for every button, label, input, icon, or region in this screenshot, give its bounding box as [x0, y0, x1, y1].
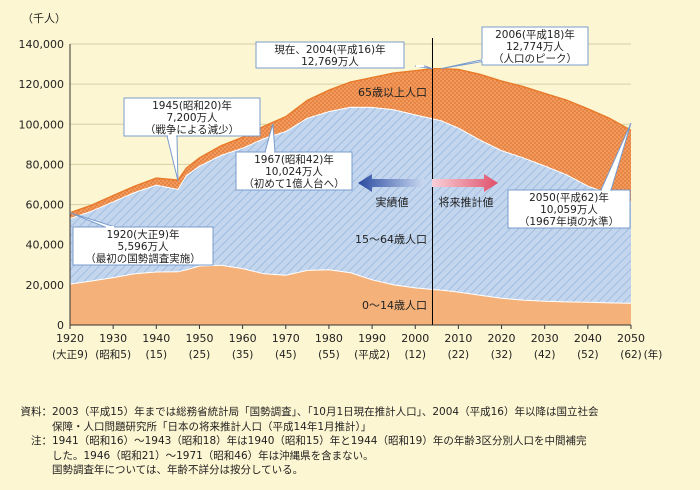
x-tick-sublabel: (22) [448, 349, 470, 361]
x-tick-sublabel: (昭和5) [95, 349, 131, 361]
x-tick-label: 2050 [617, 332, 645, 345]
y-tick-label: 80,000 [26, 158, 65, 171]
x-tick-label: 1990 [358, 332, 386, 345]
x-tick-sublabel: (32) [491, 349, 513, 361]
callout-text-line: （戦争による減少） [145, 123, 239, 136]
y-tick-label: 40,000 [26, 239, 65, 252]
footnote-text: 1941（昭和16）〜1943（昭和18）年は1940（昭和15）年と1944（… [52, 435, 587, 476]
y-tick-label: 120,000 [19, 78, 65, 91]
callout-text-line: 1945(昭和20)年 [152, 99, 232, 112]
series-label-15-64: 15〜64歳人口 [355, 233, 427, 246]
series-label-0-14: 0〜14歳人口 [362, 299, 427, 312]
x-unit-label: (年) [644, 348, 663, 361]
population-area-chart: 0 20,000 40,000 60,000 80,000 100,000 120,000 1… [19, 12, 663, 361]
x-tick-label: 1960 [229, 332, 257, 345]
x-tick-label: 1930 [99, 332, 127, 345]
y-tick-label: 140,000 [19, 38, 65, 51]
chart-notes: 資料： 2003（平成15）年までは総務省統計局「国勢調査」、「10月1日現在推… [10, 405, 694, 478]
x-tick-sublabel: (15) [146, 349, 168, 361]
annotation-callout: 1967(昭和42)年10,024万人（初めて1億人台へ） [235, 123, 353, 191]
x-tick-label: 2040 [574, 332, 602, 345]
callout-text-line: （人口のピーク） [493, 53, 577, 65]
x-tick-sublabel: (25) [189, 349, 211, 361]
actual-label: 実績値 [376, 195, 409, 209]
x-tick-label: 2030 [531, 332, 559, 345]
x-tick-sublabel: (42) [534, 349, 556, 361]
callout-text-line: 1920(大正9)年 [106, 228, 179, 241]
series-boundary-line [69, 68, 632, 214]
projection-label: 将来推計値 [439, 195, 494, 209]
x-tick-sublabel: (平成2) [354, 349, 390, 361]
projection-arrow [432, 174, 498, 192]
x-tick-label: 2000 [401, 332, 429, 345]
callout-text-line: 2050(平成62)年 [529, 191, 609, 204]
callout-text-line: 10,024万人 [265, 166, 323, 178]
area-age-65-plus [70, 68, 631, 219]
x-tick-label: 2020 [488, 332, 516, 345]
annotation-callout: 2050(平成62)年10,059万人（1967年頃の水準） [507, 122, 632, 229]
callout-box [507, 189, 631, 229]
annotation-callout: 現在、2004(平成16)年12,769万人 [255, 41, 433, 70]
y-unit-label: （千人） [22, 12, 66, 25]
x-tick-label: 1950 [185, 332, 213, 345]
callout-text-line: （初めて1億人台へ） [243, 177, 344, 190]
callout-box [72, 226, 214, 266]
x-tick-label: 1920 [56, 332, 84, 345]
series-label-65-plus: 65歳以上人口 [358, 86, 427, 99]
annotation-callout: 1945(昭和20)年7,200万人（戦争による減少） [123, 97, 261, 181]
annotation-callout: 2006(平成18)年12,774万人（人口のピーク） [441, 26, 589, 70]
footnote: 注： 1941（昭和16）〜1943（昭和18）年は1940（昭和15）年と19… [10, 434, 694, 478]
callout-text-line: 10,059万人 [540, 204, 598, 216]
x-tick-label: 2010 [444, 332, 472, 345]
callout-text-line: 現在、2004(平成16)年 [274, 43, 385, 56]
y-tick-label: 0 [57, 319, 64, 332]
callout-box [255, 41, 405, 69]
y-tick-label: 100,000 [19, 118, 65, 131]
callout-box [235, 151, 353, 191]
source-text: 2003（平成15）年までは総務省統計局「国勢調査」、「10月1日現在推計人口」… [52, 406, 599, 433]
x-tick-sublabel: (52) [577, 349, 599, 361]
y-tick-label: 20,000 [26, 279, 65, 292]
x-tick-sublabel: (55) [318, 349, 340, 361]
callout-text-line: （最初の国勢調査実施） [85, 252, 201, 265]
source-note: 資料： 2003（平成15）年までは総務省統計局「国勢調査」、「10月1日現在推… [10, 405, 694, 434]
area-age-0-14 [70, 265, 631, 325]
callout-text-line: 12,774万人 [506, 41, 564, 53]
x-tick-sublabel: (45) [275, 349, 297, 361]
x-tick-label: 1970 [272, 332, 300, 345]
callout-text-line: 1967(昭和42)年 [254, 153, 334, 166]
x-tick-label: 1940 [142, 332, 170, 345]
x-tick-sublabel: (12) [404, 349, 426, 361]
source-label: 資料： [20, 406, 53, 418]
callout-text-line: （1967年頃の水準） [519, 215, 619, 228]
callout-box [481, 26, 589, 66]
y-tick-label: 60,000 [26, 199, 65, 212]
footnote-label: 注： [31, 435, 52, 447]
callout-text-line: 2006(平成18)年 [495, 28, 575, 41]
callout-text-line: 7,200万人 [166, 112, 218, 124]
x-tick-sublabel: (大正9) [52, 348, 88, 361]
x-tick-sublabel: (62) [620, 349, 642, 361]
series-boundary-line [69, 264, 632, 304]
x-tick-label: 1980 [315, 332, 343, 345]
actual-arrow [358, 174, 424, 192]
callout-text-line: 5,596万人 [117, 241, 169, 253]
callout-text-line: 12,769万人 [301, 56, 359, 68]
annotation-callout: 1920(大正9)年5,596万人（最初の国勢調査実施） [69, 212, 214, 266]
series-boundary-line [69, 106, 632, 220]
callout-box [123, 97, 261, 137]
x-tick-sublabel: (35) [232, 349, 254, 361]
